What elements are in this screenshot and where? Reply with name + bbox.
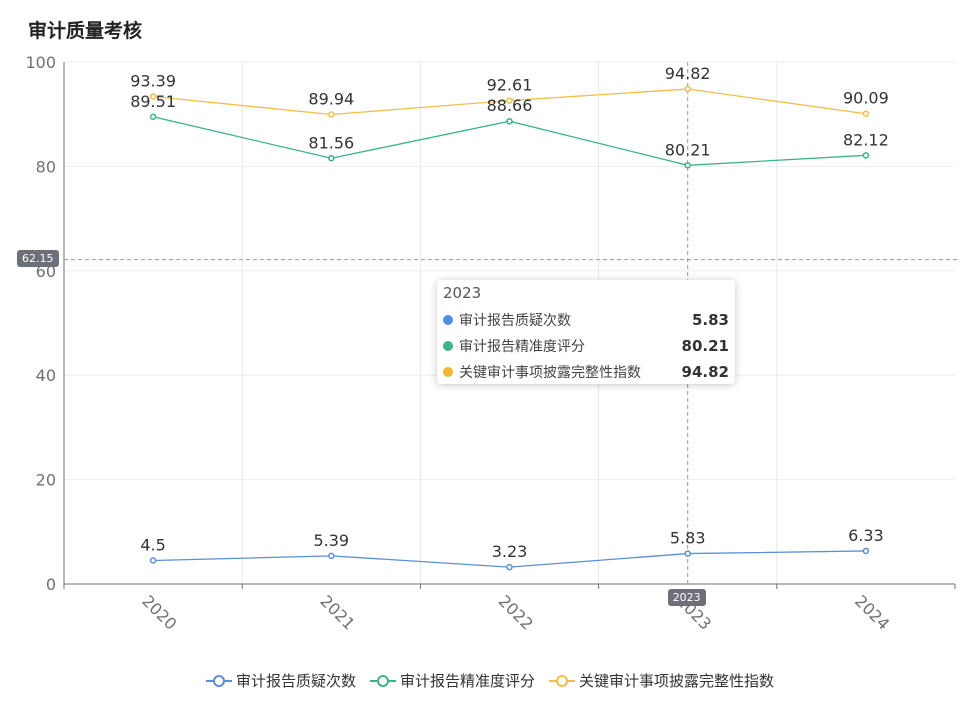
y-tick-label: 0 <box>46 575 56 594</box>
legend: 审计报告质疑次数 审计报告精准度评分 关键审计事项披露完整性指数 <box>0 670 980 691</box>
data-label: 80.21 <box>665 140 711 159</box>
data-point <box>684 550 691 557</box>
data-label: 89.94 <box>308 90 354 109</box>
legend-label: 审计报告精准度评分 <box>399 672 535 690</box>
y-tick-label: 40 <box>36 366 56 385</box>
data-point <box>328 155 335 162</box>
legend-label: 关键审计事项披露完整性指数 <box>579 672 775 690</box>
legend-item-1[interactable]: 审计报告精准度评分 <box>369 670 535 691</box>
legend-line-circle-icon <box>205 674 232 687</box>
x-tick-label: 2020 <box>138 591 180 633</box>
data-label: 93.39 <box>130 72 176 91</box>
y-tick-label: 20 <box>36 471 56 490</box>
legend-line-circle-icon <box>549 674 575 687</box>
tooltip-series-name: 审计报告精准度评分 <box>459 339 585 355</box>
data-label: 4.5 <box>140 536 165 555</box>
x-tick-label: 2021 <box>316 591 358 633</box>
legend-item-0[interactable]: 审计报告质疑次数 <box>205 670 356 691</box>
data-point <box>506 97 513 104</box>
tooltip-series-name: 审计报告质疑次数 <box>459 313 571 329</box>
data-label: 81.56 <box>308 133 354 152</box>
data-point <box>862 152 870 159</box>
tooltip-marker-2 <box>443 367 453 377</box>
data-label: 88.66 <box>487 96 533 115</box>
data-label: 6.33 <box>848 526 884 545</box>
data-label: 92.61 <box>487 76 533 95</box>
crosshair-x-badge: 2023 <box>667 589 706 606</box>
data-label: 82.12 <box>843 130 889 149</box>
data-label: 3.23 <box>492 542 528 561</box>
tooltip-row: 审计报告精准度评分 80.21 <box>443 333 729 359</box>
series-layer <box>149 85 870 571</box>
y-tick-label: 80 <box>36 157 56 176</box>
data-point <box>149 93 157 100</box>
data-point <box>862 547 870 555</box>
tooltip-row: 审计报告质疑次数 5.83 <box>443 307 729 333</box>
data-point <box>506 117 513 125</box>
legend-label: 审计报告质疑次数 <box>235 672 356 690</box>
crosshair-y-badge: 62.15 <box>17 249 59 267</box>
tooltip-marker-1 <box>443 341 453 351</box>
tooltip-series-name: 关键审计事项披露完整性指数 <box>459 365 641 381</box>
tooltip-series-value: 80.21 <box>681 337 729 355</box>
tooltip-header: 2023 <box>443 284 482 302</box>
data-point <box>149 113 157 121</box>
data-labels: 4.5 5.39 3.23 5.83 6.33 89.51 81.56 88.66 80.21 8… <box>130 64 889 561</box>
data-label: 89.51 <box>130 92 176 111</box>
data-label: 5.83 <box>670 529 706 548</box>
y-tick-label: 100 <box>25 53 56 72</box>
data-point <box>328 552 335 560</box>
x-tick-label: 2024 <box>851 591 893 633</box>
data-point <box>684 162 691 169</box>
tooltip: 2023 审计报告质疑次数 5.83 审计报告精准度评分 80.21 关键审计事… <box>437 280 735 384</box>
data-label: 5.39 <box>313 531 349 550</box>
x-tick-label: 2022 <box>495 591 537 633</box>
data-label: 94.82 <box>665 64 711 83</box>
data-point <box>149 557 157 564</box>
tooltip-series-value: 94.82 <box>681 363 729 381</box>
legend-item-2[interactable]: 关键审计事项披露完整性指数 <box>549 670 774 691</box>
tooltip-marker-0 <box>443 315 453 325</box>
tooltip-series-value: 5.83 <box>691 311 729 329</box>
chart-title: 审计质量考核 <box>28 20 143 42</box>
data-point <box>862 110 870 117</box>
data-point <box>684 85 691 93</box>
data-point <box>328 111 335 118</box>
data-point <box>506 563 513 571</box>
tooltip-row: 关键审计事项披露完整性指数 94.82 <box>443 359 729 385</box>
data-label: 90.09 <box>843 89 889 108</box>
legend-line-circle-icon <box>369 674 396 687</box>
